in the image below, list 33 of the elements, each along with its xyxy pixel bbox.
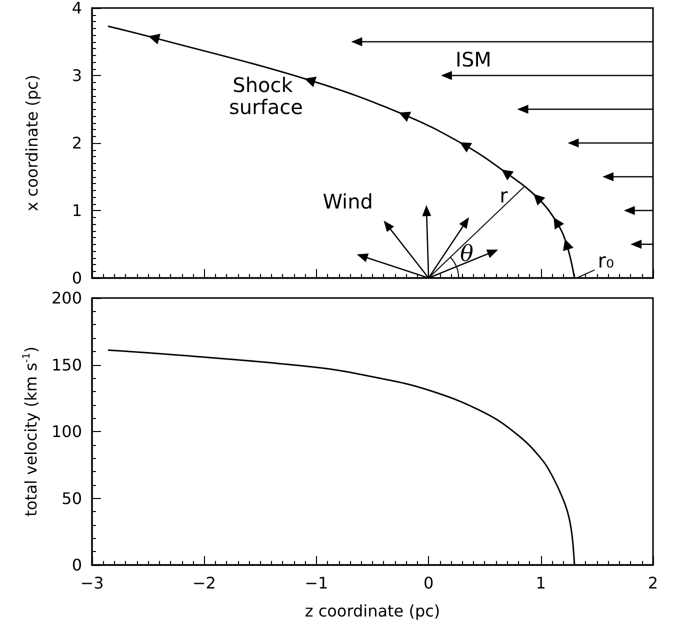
x-tick-label: 2 bbox=[648, 574, 658, 592]
x-axis-title: z coordinate (pc) bbox=[304, 602, 440, 620]
y-tick-label: 2 bbox=[72, 134, 82, 152]
annotation: Shock surface bbox=[228, 72, 303, 119]
y-tick-label: 1 bbox=[72, 201, 82, 220]
point bbox=[554, 217, 564, 230]
annotation: ISM bbox=[456, 47, 492, 72]
y-axis-title: total velocity (km s-1) bbox=[22, 346, 40, 517]
y-axis-title: x coordinate (pc) bbox=[22, 74, 42, 212]
y-tick-label: 0 bbox=[72, 556, 82, 574]
y-tick-label: 50 bbox=[62, 488, 82, 508]
point bbox=[563, 239, 574, 252]
point bbox=[304, 76, 317, 88]
y-tick-label: 0 bbox=[72, 268, 82, 288]
x-tick-label: −3 bbox=[80, 574, 104, 592]
x-tick-label: −1 bbox=[304, 574, 328, 592]
x-tick-label: 1 bbox=[536, 574, 546, 592]
point bbox=[398, 112, 412, 122]
x-tick-label: 0 bbox=[424, 574, 434, 592]
point bbox=[534, 194, 546, 206]
annotation: θ bbox=[460, 242, 474, 267]
y-tick-label: 200 bbox=[51, 288, 82, 308]
y-tick-label: 4 bbox=[72, 0, 82, 18]
annotation: Wind bbox=[322, 190, 373, 214]
y-tick-label: 3 bbox=[72, 66, 82, 85]
y-tick-label: 100 bbox=[51, 422, 82, 441]
point bbox=[502, 169, 514, 180]
y-tick-label: 150 bbox=[51, 355, 82, 374]
point bbox=[460, 142, 472, 153]
x-tick-label: −2 bbox=[192, 574, 216, 592]
point bbox=[148, 34, 160, 44]
annotation: r₀ bbox=[598, 248, 614, 272]
annotation: r bbox=[500, 184, 509, 208]
